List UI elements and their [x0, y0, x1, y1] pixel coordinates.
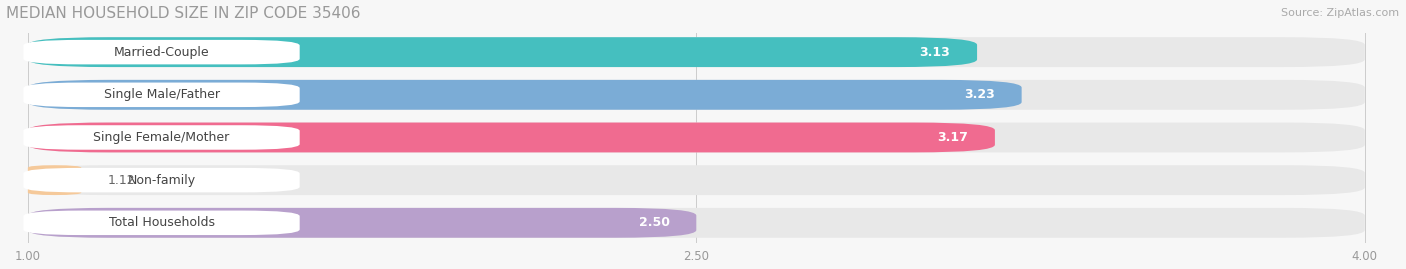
FancyBboxPatch shape — [24, 40, 299, 64]
Text: Married-Couple: Married-Couple — [114, 46, 209, 59]
Text: Single Female/Mother: Single Female/Mother — [93, 131, 229, 144]
FancyBboxPatch shape — [28, 37, 1365, 67]
FancyBboxPatch shape — [28, 208, 696, 238]
FancyBboxPatch shape — [24, 211, 299, 235]
FancyBboxPatch shape — [28, 80, 1022, 110]
FancyBboxPatch shape — [28, 208, 1365, 238]
FancyBboxPatch shape — [24, 168, 299, 192]
FancyBboxPatch shape — [24, 83, 299, 107]
Text: Total Households: Total Households — [108, 216, 215, 229]
Text: 3.13: 3.13 — [920, 46, 950, 59]
FancyBboxPatch shape — [28, 165, 82, 195]
FancyBboxPatch shape — [28, 123, 1365, 153]
FancyBboxPatch shape — [28, 80, 1365, 110]
FancyBboxPatch shape — [28, 37, 977, 67]
FancyBboxPatch shape — [28, 165, 1365, 195]
Text: Source: ZipAtlas.com: Source: ZipAtlas.com — [1281, 8, 1399, 18]
Text: Non-family: Non-family — [128, 174, 195, 187]
Text: 3.17: 3.17 — [938, 131, 969, 144]
Text: 2.50: 2.50 — [638, 216, 669, 229]
Text: 3.23: 3.23 — [965, 88, 995, 101]
Text: Single Male/Father: Single Male/Father — [104, 88, 219, 101]
Text: 1.12: 1.12 — [108, 174, 136, 187]
FancyBboxPatch shape — [24, 125, 299, 150]
Text: MEDIAN HOUSEHOLD SIZE IN ZIP CODE 35406: MEDIAN HOUSEHOLD SIZE IN ZIP CODE 35406 — [6, 6, 360, 20]
FancyBboxPatch shape — [28, 123, 995, 153]
